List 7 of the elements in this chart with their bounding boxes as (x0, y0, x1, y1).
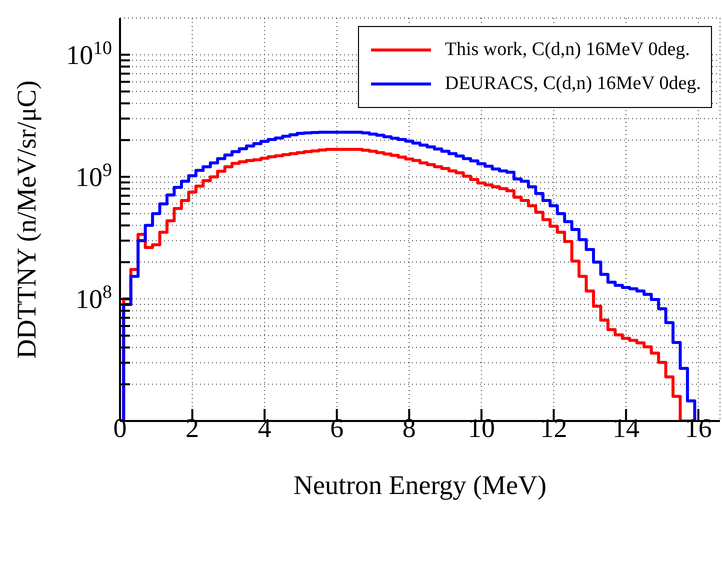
y-tick-label: 10$^{10}$ (66, 37, 112, 70)
y-axis-title: DDTTNY (n/MeV/sr/μC) (12, 80, 42, 359)
legend-label: DEURACS, C(d,n) 16MeV 0deg. (444, 73, 701, 95)
legend-label: This work, C(d,n) 16MeV 0deg. (444, 39, 690, 61)
y-tick-label: 10$^{9}$ (76, 159, 112, 192)
x-axis-title: Neutron Energy (MeV) (294, 470, 546, 500)
y-tick-label: 10$^{8}$ (76, 281, 112, 314)
